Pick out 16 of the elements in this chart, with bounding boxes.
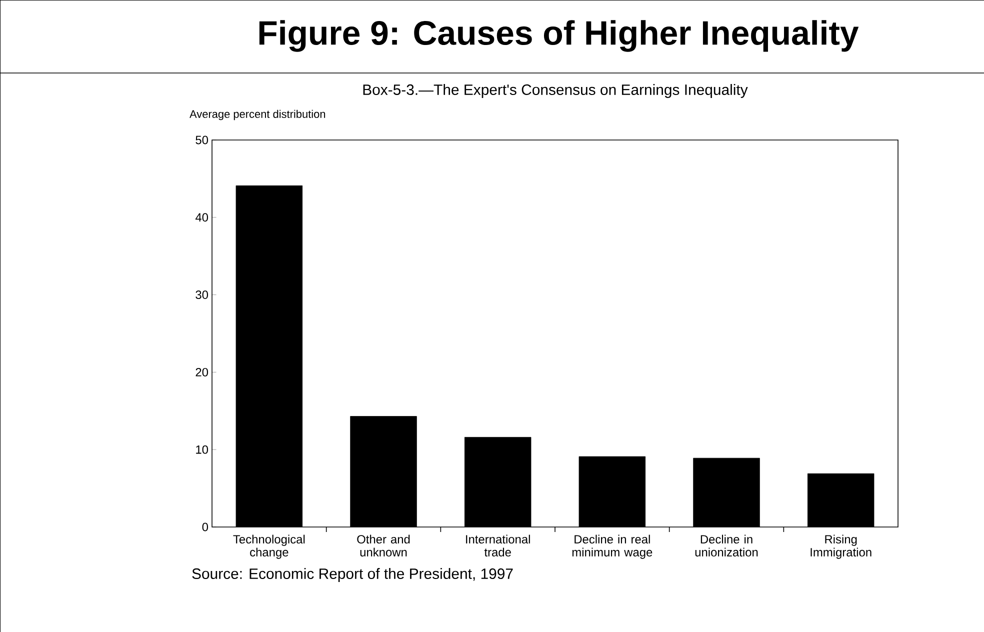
y-axis-title: Average percent distribution [190, 110, 326, 120]
y-tick-label: 20 [196, 368, 208, 376]
source-note: Source: Economic Report of the President, 1997 [192, 568, 513, 582]
y-tick-label: 10 [196, 445, 208, 454]
x-tick-label: Rising Immigration [810, 534, 872, 559]
y-tick-label: 0 [202, 522, 208, 532]
x-tick-label: Decline in real minimum wage [572, 534, 652, 559]
y-tick-label: 30 [196, 290, 208, 300]
y-tick-label: 50 [196, 136, 208, 144]
chart-title: Figure 9: Causes of Higher Inequality [259, 20, 859, 52]
x-tick-label: Technological change [233, 534, 305, 559]
x-tick-label: International trade [466, 534, 530, 556]
chart-subtitle: Box-5-3.—The Expert's Consensus on Earnings Inequality [363, 84, 748, 98]
x-tick-label: Decline in unionization [695, 534, 758, 556]
y-tick-label: 40 [195, 213, 208, 222]
x-tick-label: Other and unknown [357, 534, 410, 556]
